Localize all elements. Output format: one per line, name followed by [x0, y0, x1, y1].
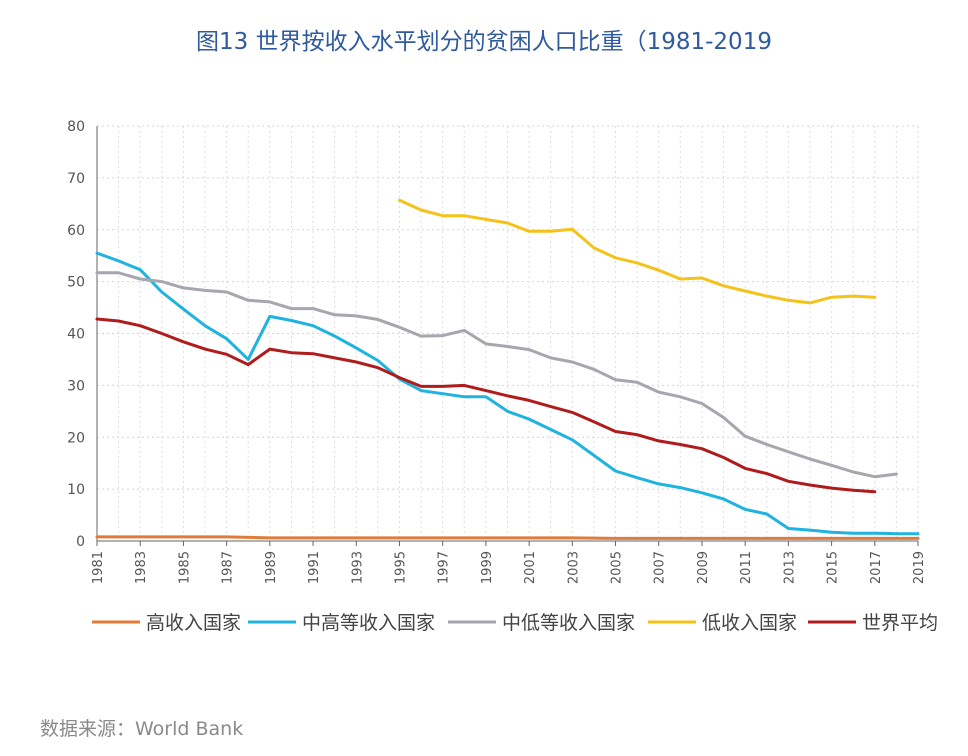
x-tick-label: 2001: [523, 551, 538, 584]
axes: [96, 126, 919, 546]
series-line-2: [95, 271, 898, 479]
x-tick-label: 2015: [826, 551, 841, 584]
x-axis-ticks: 1981 1983 1985 1987 1989 1991 1993 1995 1997 1999…: [91, 551, 927, 584]
series-lines: [95, 198, 920, 540]
series-line-3: [398, 198, 877, 305]
x-tick-label: 1987: [221, 551, 236, 584]
x-tick-label: 1995: [393, 551, 408, 584]
legend: 高收入国家 中高等收入国家 中低等收入国家 低收入国家 世界平均: [92, 612, 938, 634]
x-tick-label: 2017: [869, 551, 884, 584]
x-tick-label: 1983: [134, 551, 149, 584]
x-tick-label: 1993: [350, 551, 365, 584]
chart-title: 图13 世界按收入水平划分的贫困人口比重（1981-2019: [196, 29, 772, 55]
legend-label-2: 中低等收入国家: [502, 612, 635, 634]
y-tick-label: 60: [67, 223, 85, 239]
legend-label-1: 中高等收入国家: [302, 612, 435, 634]
x-tick-label: 2013: [782, 551, 797, 584]
legend-label-3: 低收入国家: [702, 612, 797, 634]
y-tick-label: 0: [76, 534, 85, 550]
x-tick-label: 1981: [91, 551, 106, 584]
y-tick-label: 40: [67, 327, 85, 343]
x-tick-label: 1999: [480, 551, 495, 584]
x-tick-label: 2011: [739, 551, 754, 584]
x-tick-label: 1997: [437, 551, 452, 584]
x-tick-label: 2019: [912, 551, 927, 584]
source-note: 数据来源：World Bank: [40, 718, 244, 740]
grid: [97, 125, 919, 541]
legend-label-4: 世界平均: [862, 612, 938, 634]
x-tick-label: 2003: [566, 551, 581, 584]
y-tick-label: 50: [67, 275, 85, 291]
series-line-0: [95, 535, 920, 540]
x-tick-label: 1989: [264, 551, 279, 584]
series-line-4: [95, 317, 877, 494]
y-tick-label: 30: [67, 378, 85, 394]
x-tick-label: 2009: [696, 551, 711, 584]
x-tick-label: 1991: [307, 551, 322, 584]
y-tick-label: 70: [67, 171, 85, 187]
x-tick-label: 1985: [177, 551, 192, 584]
x-tick-label: 2007: [653, 551, 668, 584]
y-tick-label: 20: [67, 430, 85, 446]
x-tick-label: 2005: [610, 551, 625, 584]
y-tick-label: 10: [67, 482, 85, 498]
series-line-1: [95, 251, 920, 536]
y-axis-ticks: 0 10 20 30 40 50 60 70 80: [67, 119, 85, 550]
legend-label-0: 高收入国家: [146, 612, 241, 634]
y-tick-label: 80: [67, 119, 85, 135]
